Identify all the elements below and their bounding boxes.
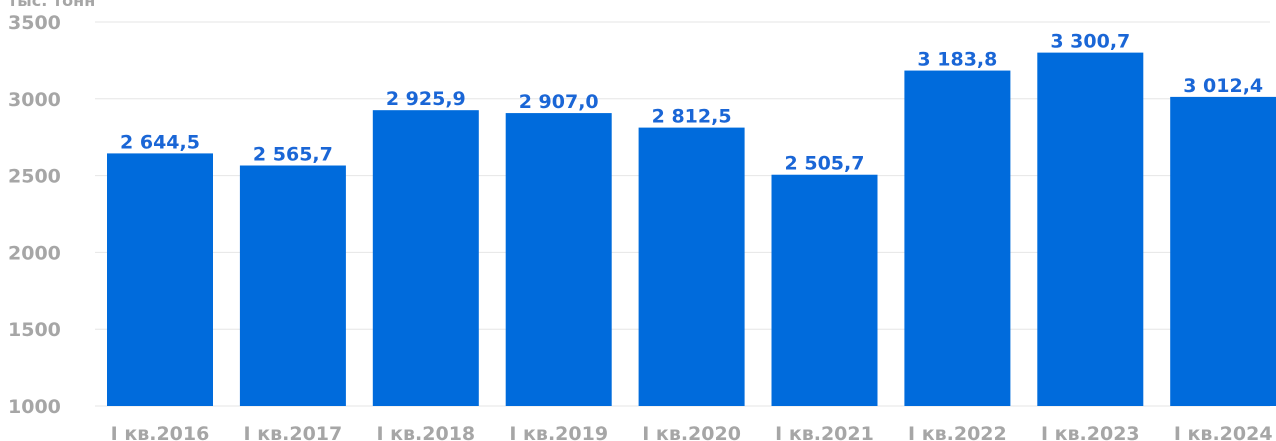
bar xyxy=(239,165,346,406)
y-tick-label: 3000 xyxy=(8,89,61,111)
bar xyxy=(1037,52,1144,406)
y-tick-label: 2000 xyxy=(8,242,61,264)
x-tick-label: I кв.2018 xyxy=(376,423,475,441)
x-tick-label: I кв.2022 xyxy=(908,423,1007,441)
x-tick-label: I кв.2020 xyxy=(642,423,741,441)
data-label: 2 505,7 xyxy=(785,153,865,175)
data-labels: 2 644,5 2 565,7 2 925,9 2 907,0 2 812,5 2 505… xyxy=(120,31,1263,175)
data-label: 2 565,7 xyxy=(253,144,333,166)
y-tick-label: 1000 xyxy=(8,396,61,418)
x-tick-label: I кв.2019 xyxy=(509,423,608,441)
y-axis-ticks: 1000 1500 2000 2500 3000 3500 xyxy=(8,12,61,418)
bars xyxy=(107,52,1276,407)
y-tick-label: 2500 xyxy=(8,166,61,188)
bar xyxy=(505,113,612,406)
data-label: 3 183,8 xyxy=(917,49,997,71)
data-label: 3 300,7 xyxy=(1050,31,1130,53)
x-tick-label: I кв.2021 xyxy=(775,423,874,441)
x-axis-ticks: I кв.2016 I кв.2017 I кв.2018 I кв.2019 I кв… xyxy=(111,423,1273,441)
x-tick-label: I кв.2023 xyxy=(1041,423,1140,441)
y-tick-label: 3500 xyxy=(8,12,61,34)
y-tick-label: 1500 xyxy=(8,319,61,341)
bar xyxy=(107,153,213,406)
data-label: 3 012,4 xyxy=(1183,75,1263,97)
bar xyxy=(904,70,1011,406)
data-label: 2 644,5 xyxy=(120,131,200,153)
bar xyxy=(771,174,878,406)
x-tick-label: I кв.2017 xyxy=(244,423,343,441)
bar xyxy=(372,110,479,406)
data-label: 2 925,9 xyxy=(386,88,466,110)
y-axis-unit-label: тыс. тонн xyxy=(8,0,96,10)
data-label: 2 907,0 xyxy=(519,91,599,113)
data-label: 2 812,5 xyxy=(652,106,732,128)
x-tick-label: I кв.2016 xyxy=(111,423,210,441)
bar xyxy=(638,127,745,406)
x-tick-label: I кв.2024 xyxy=(1174,423,1273,441)
bar xyxy=(1170,96,1276,407)
